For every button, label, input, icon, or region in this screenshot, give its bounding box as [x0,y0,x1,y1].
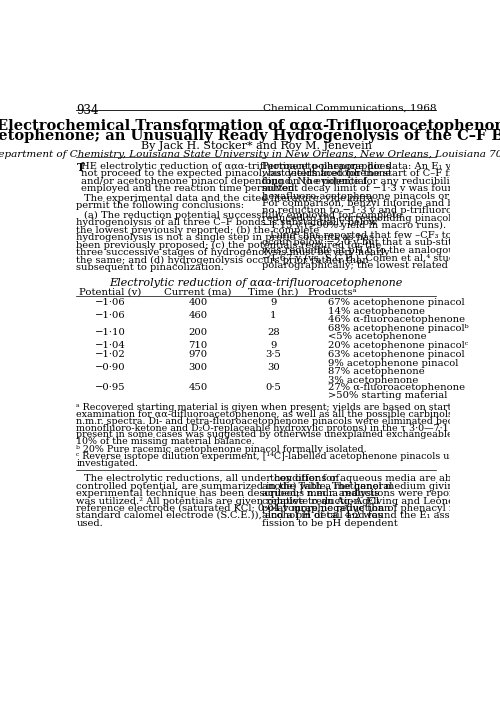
Text: was reducible at pH 6 to the analogous toluene at an E₁ of: was reducible at pH 6 to the analogous t… [262,245,500,255]
Text: was determined for the start of C–F fission; a single wave was: was determined for the start of C–F fiss… [262,170,500,178]
Text: 3% acetophenone: 3% acetophenone [328,375,418,385]
Text: −0·95: −0·95 [95,383,126,392]
Text: By Jack H. Stocker* and Roy M. Jenevein: By Jack H. Stocker* and Roy M. Jenevein [141,141,372,151]
Text: 934: 934 [76,103,99,116]
Text: 200: 200 [188,328,208,336]
Text: ᵇ 20% Pure racemic acetophenone pinacol formally isolated.: ᵇ 20% Pure racemic acetophenone pinacol … [76,445,367,453]
Text: been previously proposed; (c) the potentials required for the: been previously proposed; (c) the potent… [76,240,382,250]
Text: examination for αα-difluoroacetophenone, as well as all the possible carbinols a: examination for αα-difluoroacetophenone,… [76,410,500,419]
Text: standard calomel electrode (S.C.E.)), and a pH of ca. 4·2 was: standard calomel electrode (S.C.E.)), an… [76,511,384,521]
Text: they offer for aqueous media are about −1·70 v (vs. a Hg pool: they offer for aqueous media are about −… [270,474,500,484]
Text: 68% acetophenone pinacolᵇ: 68% acetophenone pinacolᵇ [328,323,469,333]
Text: solvent decay limit of −1·3 v was found for either the: solvent decay limit of −1·3 v was found … [262,184,500,193]
Text: −1·06: −1·06 [95,311,126,320]
Text: 67% acetophenone pinacol: 67% acetophenone pinacol [328,298,465,307]
Text: controlled potential, are summarized in the Table. The general: controlled potential, are summarized in … [76,482,393,491]
Text: 87% acetophenone: 87% acetophenone [328,367,425,375]
Text: Potential (v): Potential (v) [80,288,142,297]
Text: 10% of the missing material balance.: 10% of the missing material balance. [76,438,255,446]
Text: occur below −2·0 v but that a sub-stituted benzotrifluoride: occur below −2·0 v but that a sub-stitut… [262,238,500,248]
Text: 63% acetophenone pinacol: 63% acetophenone pinacol [328,349,465,359]
Text: hydrogenolysis of all three C–F bonds is substantially below: hydrogenolysis of all three C–F bonds is… [76,219,378,227]
Text: 27% α-fluoroacetophenone: 27% α-fluoroacetophenone [328,383,466,392]
Text: The experimental data and the cited literature, vide infra,: The experimental data and the cited lite… [84,194,376,203]
Text: n.m.r. spectra. Di- and tetra-fluoroacetophenone pinacols were eliminated becaus: n.m.r. spectra. Di- and tetra-fluoroacet… [76,417,500,426]
Text: polarographic reduction of phenacyl fluoride in aqueous: polarographic reduction of phenacyl fluo… [262,504,500,513]
Text: experimental technique has been described;¹ n.m.r. analysis: experimental technique has been describe… [76,489,380,498]
Text: The electrolytic reductions, all under conditions of: The electrolytic reductions, all under c… [84,474,340,483]
Text: not proceed to the expected pinacol, but yields acetophenone: not proceed to the expected pinacol, but… [81,170,391,178]
Text: 28: 28 [267,328,280,336]
Text: Time (hr.): Time (hr.) [248,288,298,297]
Text: permit the following conclusions:: permit the following conclusions: [76,201,244,210]
Text: −1·02: −1·02 [95,349,126,359]
Text: monofluoro-ketone and D₂O-replaceable hydroxylic protons) in the τ 3·0—7·1 regio: monofluoro-ketone and D₂O-replaceable hy… [76,424,500,432]
Text: Acetophenone; an Unusually Ready Hydrogenolysis of the C–F Bond: Acetophenone; an Unusually Ready Hydroge… [0,129,500,143]
Text: 1: 1 [270,311,276,320]
Text: reference electrode (saturated KCl; 0·04 v more negative than: reference electrode (saturated KCl; 0·04… [76,504,391,513]
Text: reduced to the corresponding pinacol without C–F fission at: reduced to the corresponding pinacol wit… [262,214,500,223]
Text: and/or acetophenone pinacol depending on the potential: and/or acetophenone pinacol depending on… [81,177,367,186]
Text: complete reduction. Elving and Leone⁵ have studied the: complete reduction. Elving and Leone⁵ ha… [262,497,500,505]
Text: 0·5: 0·5 [266,383,281,392]
Text: ᵃ Recovered starting material is given when present; yields are based on startin: ᵃ Recovered starting material is given w… [76,404,500,412]
Text: Lund³ has reported that few –CF₃ to –CH₃ trans-formations: Lund³ has reported that few –CF₃ to –CH₃… [270,231,500,240]
Text: 9: 9 [270,298,276,307]
Text: (Department of Chemistry, Louisiana State University in New Orleans, New Orleans: (Department of Chemistry, Louisiana Stat… [0,149,500,159]
Text: −1·06: −1·06 [95,298,126,307]
Text: no reduction to −1·3 v and p-trifluoromethylacetophenone was: no reduction to −1·3 v and p-trifluorome… [262,206,500,215]
Text: >50% starting material: >50% starting material [328,391,448,400]
Text: ᶜ Reverse isotope dilution experiment, [¹⁴C]-labelled acetophenone pinacols used: ᶜ Reverse isotope dilution experiment, [… [76,452,500,461]
Text: anode) with a methanol medium giving a similar value. All: anode) with a methanol medium giving a s… [262,482,500,491]
Text: aqueous media reductions were reported as single step for: aqueous media reductions were reported a… [262,489,500,498]
Text: found. No evidence for any reducibility at less than the: found. No evidence for any reducibility … [262,177,500,186]
Text: −0·90: −0·90 [95,362,126,372]
Text: −1·15 v (>90% yield in macro runs).: −1·15 v (>90% yield in macro runs). [262,221,446,230]
Text: 710: 710 [188,341,208,349]
Text: present in some cases was suggested by otherwise unexplained exchangeable hydrox: present in some cases was suggested by o… [76,430,500,440]
Text: 3·5: 3·5 [266,349,281,359]
Text: Electrolytic reduction of ααα-trifluoroacetophenone: Electrolytic reduction of ααα-trifluoroa… [110,278,403,288]
Text: the same; and (d) hydrogenolysis occurs prior rather than: the same; and (d) hydrogenolysis occurs … [76,256,369,264]
Text: was utilized.² All potentials are given relative to an Ag–AgCl: was utilized.² All potentials are given … [76,497,380,505]
Text: hexafluoro-acetophenone pinacols or the acetophenone pinacols.: hexafluoro-acetophenone pinacols or the … [262,191,500,201]
Text: For comparison, benzyl fluoride and benzo-trifluoride showed: For comparison, benzyl fluoride and benz… [262,199,500,208]
Text: the lowest previously reported; (b) the complete: the lowest previously reported; (b) the … [76,226,320,235]
Text: Productsᵃ: Productsᵃ [308,288,357,297]
Text: 46% α-fluoroacetophenone: 46% α-fluoroacetophenone [328,315,466,323]
Text: alcohol in detail and found the E₁ associated with the C–F: alcohol in detail and found the E₁ assoc… [262,511,500,521]
Text: 400: 400 [188,298,208,307]
Text: 20% acetophenone pinacolᶜ: 20% acetophenone pinacolᶜ [328,341,468,349]
Text: 300: 300 [188,362,208,372]
Text: 9% acetophenone pinacol: 9% acetophenone pinacol [328,359,458,367]
Text: −1·10: −1·10 [95,328,126,336]
Text: 30: 30 [267,362,280,372]
Text: −1·04: −1·04 [95,341,126,349]
Text: Pertinent polaragraphic data: An E₁ value of −0·89 v at pH 4·2: Pertinent polaragraphic data: An E₁ valu… [262,162,500,171]
Text: The Electrochemical Transformation of ααα-Trifluoroacetophenone into: The Electrochemical Transformation of αα… [0,119,500,133]
Text: (a) The reduction potential successfully employed for complete: (a) The reduction potential successfully… [84,211,402,220]
Text: 450: 450 [188,383,208,392]
Text: subsequent to pinacolization.: subsequent to pinacolization. [76,263,225,271]
Text: 9: 9 [270,341,276,349]
Text: three successive stages of hydrogenolysis must be very nearly: three successive stages of hydrogenolysi… [76,248,390,257]
Text: <5% acetophenone: <5% acetophenone [328,331,427,341]
Text: fission to be pH dependent: fission to be pH dependent [262,518,398,528]
Text: Chemical Communications, 1968: Chemical Communications, 1968 [262,103,436,113]
Text: 460: 460 [188,311,208,320]
Text: −1·67 v (vs. S.C.E.). Cohen et al.⁴ studied similar reductions: −1·67 v (vs. S.C.E.). Cohen et al.⁴ stud… [262,253,500,262]
Text: used.: used. [76,518,103,528]
Text: employed and the reaction time permitted.: employed and the reaction time permitted… [81,184,298,193]
Text: 14% acetophenone: 14% acetophenone [328,307,426,316]
Text: T: T [76,162,84,173]
Text: investigated.: investigated. [76,459,138,468]
Text: HE electrolytic reduction of ααα-trifluoroaceto-phenone does: HE electrolytic reduction of ααα-trifluo… [81,162,390,171]
Text: Current (ma): Current (ma) [164,288,232,297]
Text: polarographically; the lowest related E₁ values: polarographically; the lowest related E₁… [262,261,498,269]
Text: 970: 970 [188,349,208,359]
Text: hydrogenolysis is not a single step in protic solvents as has: hydrogenolysis is not a single step in p… [76,233,374,243]
